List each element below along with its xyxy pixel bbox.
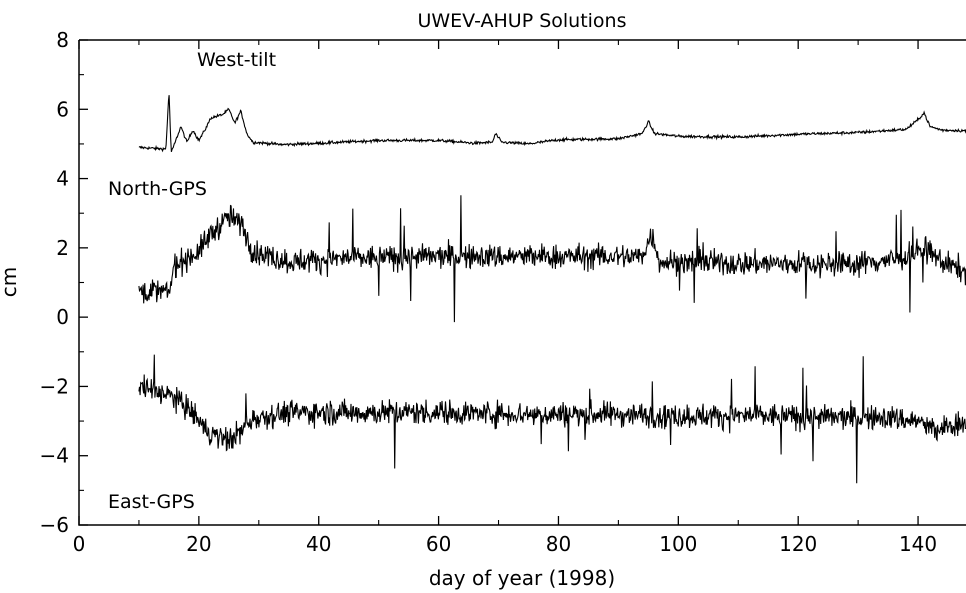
x-tick-label-2: 40	[306, 532, 331, 556]
series-line-1	[138, 195, 966, 323]
x-tick-label-6: 120	[779, 532, 817, 556]
series-layer	[138, 95, 966, 484]
series-label-0: West-tilt	[197, 49, 276, 71]
x-tick-label-0: 0	[73, 532, 86, 556]
y-tick-label-2: −2	[40, 374, 69, 398]
series-line-0	[138, 95, 966, 153]
series-label-2: East-GPS	[108, 491, 195, 513]
x-tick-label-5: 100	[659, 532, 697, 556]
y-tick-label-5: 4	[56, 167, 69, 191]
y-tick-label-4: 2	[56, 236, 69, 260]
axes: 0 20 40 60 80 100 120 140 −6 −4 −2 0 2 4 6 8	[40, 28, 966, 556]
x-tick-label-7: 140	[899, 532, 937, 556]
y-axis-label: cm	[0, 267, 21, 297]
x-tick-label-3: 60	[426, 532, 451, 556]
y-tick-label-0: −6	[40, 513, 69, 537]
y-tick-label-1: −4	[40, 444, 69, 468]
chart-title: UWEV-AHUP Solutions	[417, 10, 626, 32]
y-tick-label-7: 8	[56, 28, 69, 52]
y-tick-label-6: 6	[56, 97, 69, 121]
x-tick-label-1: 20	[186, 532, 211, 556]
plot-frame	[78, 39, 966, 526]
y-tick-label-3: 0	[56, 305, 69, 329]
x-tick-label-4: 80	[546, 532, 571, 556]
x-axis-label: day of year (1998)	[429, 566, 615, 590]
series-line-2	[138, 354, 966, 484]
series-labels: West-tilt North-GPS East-GPS	[108, 49, 276, 513]
series-label-1: North-GPS	[108, 178, 207, 200]
